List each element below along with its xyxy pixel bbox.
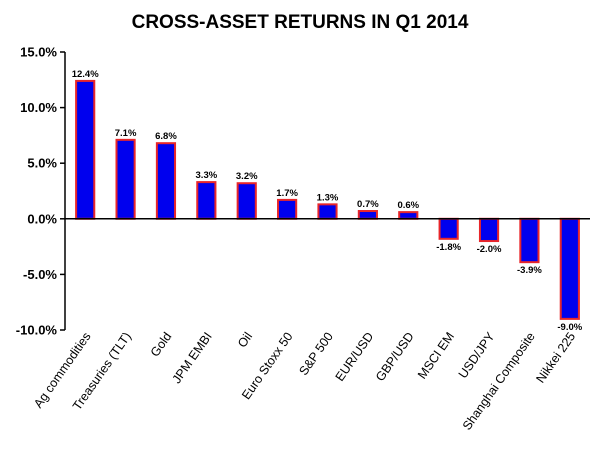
x-tick-label: EUR/USD — [333, 330, 377, 384]
data-label: 3.2% — [236, 171, 258, 182]
x-tick-label: S&P 500 — [296, 330, 336, 378]
bar — [398, 211, 419, 220]
bar — [519, 217, 540, 264]
x-tick-label: Shanghai Composite — [460, 330, 538, 433]
y-tick-label: -10.0% — [16, 323, 58, 338]
bar — [438, 217, 459, 240]
data-label: 12.4% — [72, 69, 99, 80]
bar — [155, 142, 177, 220]
y-axis: 15.0% 10.0% 5.0% 0.0% -5.0% -10.0% — [16, 45, 590, 338]
data-label: 6.8% — [155, 131, 177, 142]
data-label: -9.0% — [557, 322, 582, 333]
data-label: 3.3% — [196, 170, 218, 181]
data-label: 7.1% — [115, 128, 137, 139]
bar — [559, 217, 580, 320]
data-label: -2.0% — [477, 244, 502, 255]
y-tick-label: 0.0% — [27, 211, 57, 226]
bar — [75, 79, 96, 220]
bar — [357, 210, 378, 220]
bar — [317, 203, 338, 220]
chart-title: CROSS-ASSET RETURNS IN Q1 2014 — [132, 12, 469, 33]
bar — [236, 182, 257, 220]
bar — [115, 138, 136, 220]
data-label: 1.7% — [276, 188, 298, 199]
bar — [277, 198, 298, 220]
data-label: 0.6% — [397, 200, 419, 211]
bars-group: 12.4% 7.1% 6.8% 3.3% 3.2% 1.7% 1.3% 0.7% 0.6% -1.… — [72, 69, 583, 333]
data-label: 1.3% — [317, 192, 339, 203]
x-tick-label: Nikkei 225 — [533, 330, 578, 386]
data-label: 0.7% — [357, 199, 379, 210]
y-tick-label: 10.0% — [20, 100, 57, 115]
y-tick-label: 15.0% — [20, 45, 57, 60]
bar — [478, 217, 500, 243]
data-label: -1.8% — [436, 242, 461, 253]
x-tick-label: JPM EMBI — [169, 330, 214, 386]
x-tick-label: Oil — [235, 330, 255, 351]
x-tick-label: Gold — [148, 330, 175, 360]
y-tick-label: 5.0% — [27, 156, 57, 171]
x-tick-label: MSCI EM — [415, 330, 457, 382]
x-tick-label: GBP/USD — [373, 330, 417, 384]
bar — [196, 181, 217, 220]
x-tick-label: USD/JPY — [456, 329, 498, 381]
y-tick-label: -5.0% — [23, 267, 57, 282]
data-label: -3.9% — [517, 265, 542, 276]
